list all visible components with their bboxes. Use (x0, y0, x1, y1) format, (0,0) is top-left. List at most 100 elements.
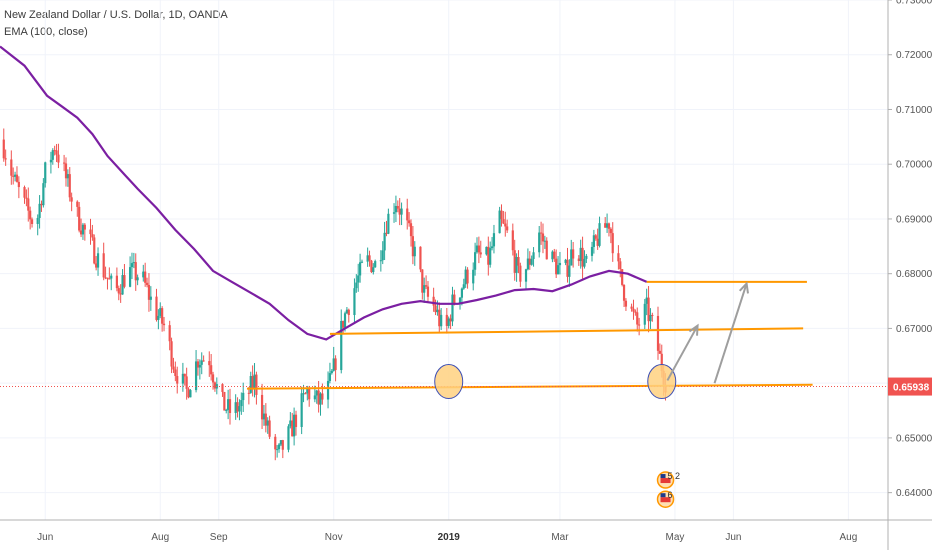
candle-body (319, 393, 322, 405)
time-tick-label: Nov (325, 532, 343, 543)
candle-body (462, 284, 465, 289)
candle-body (502, 219, 505, 224)
candle-body (281, 440, 284, 450)
candle-body (423, 285, 426, 293)
candle-body (387, 213, 390, 234)
candle-body (262, 413, 266, 420)
candle-body (660, 353, 663, 371)
candle-body (343, 313, 347, 328)
candle-body (70, 197, 73, 202)
highlight-circle (434, 364, 464, 400)
candle-body (464, 269, 467, 285)
trend-line (329, 327, 804, 335)
candle-body (372, 267, 375, 273)
candle-body (545, 240, 548, 260)
indicator-label[interactable]: EMA (100, close) (4, 26, 88, 38)
flag-stripe (660, 497, 671, 503)
candle-body (596, 238, 599, 246)
candle-body (306, 388, 309, 394)
candle-body (79, 230, 83, 235)
candle-body (411, 236, 414, 257)
candle-body (583, 258, 586, 267)
price-tick-label: 0.71000 (896, 105, 932, 116)
candle-body (274, 436, 277, 450)
symbol-title[interactable]: New Zealand Dollar / U.S. Dollar, 1D, OA… (4, 9, 228, 21)
candle-body (649, 314, 652, 322)
candle-body (379, 260, 382, 262)
candle-body (368, 255, 371, 261)
candle-body (136, 277, 139, 281)
candle-body (621, 269, 624, 285)
candle-body (115, 275, 118, 289)
candle-body (374, 261, 377, 268)
candles (2, 128, 667, 461)
price-tick-label: 0.65000 (896, 433, 932, 444)
time-tick-label: Aug (151, 532, 169, 543)
candle-body (260, 394, 264, 420)
candle-body (605, 223, 609, 228)
candle-body (49, 159, 53, 163)
candle-body (453, 294, 456, 304)
candle-body (460, 288, 464, 298)
price-tick-label: 0.69000 (896, 214, 932, 225)
candle-body (12, 175, 15, 177)
candle-body (157, 315, 160, 320)
candle-body (172, 366, 175, 370)
candle-body (134, 262, 137, 281)
candle-body (556, 265, 560, 275)
candle-body (630, 306, 633, 309)
candle-body (558, 262, 562, 266)
candle-body (142, 271, 145, 278)
candle-body (539, 232, 543, 234)
candle-body (345, 309, 349, 314)
candle-body (149, 296, 152, 300)
flag-stripe (660, 478, 671, 484)
candle-body (17, 181, 20, 188)
candle-body (104, 277, 107, 279)
candle-body (251, 376, 254, 388)
candle-body (592, 235, 595, 247)
candle-body (398, 208, 401, 215)
candle-body (44, 162, 47, 184)
candle-body (89, 229, 92, 235)
candle-body (394, 205, 398, 213)
event-count: 6 (668, 490, 673, 500)
candle-body (526, 258, 529, 270)
candle-body (538, 232, 541, 253)
candle-body (585, 255, 588, 259)
flag-canton (660, 474, 666, 479)
price-axis[interactable]: 0.73000 0.72000 0.71000 0.70000 0.69000 0.680… (887, 0, 932, 550)
candle-body (492, 233, 496, 247)
candle-body (424, 285, 428, 287)
time-tick-label: Sep (210, 532, 228, 543)
candle-body (622, 284, 626, 301)
candle-body (196, 361, 200, 368)
candle-body (477, 245, 480, 253)
candle-body (249, 376, 252, 393)
price-tick-label: 0.68000 (896, 269, 932, 280)
candle-body (447, 318, 450, 326)
candle-body (517, 257, 520, 266)
candle-body (634, 311, 637, 313)
candle-body (564, 259, 567, 263)
candle-body (255, 374, 258, 395)
candle-body (524, 269, 528, 282)
candle-body (451, 294, 454, 322)
candle-body (355, 282, 358, 289)
candle-body (370, 260, 373, 273)
candle-body (513, 250, 516, 273)
price-tick-label: 0.67000 (896, 324, 932, 335)
candle-body (36, 217, 39, 224)
candle-body (658, 350, 661, 354)
candle-body (624, 300, 628, 307)
time-tick-label: May (666, 532, 685, 543)
candle-body (572, 249, 575, 259)
candle-body (504, 223, 507, 227)
candle-body (183, 373, 186, 377)
time-axis[interactable]: Jun Aug Sep Nov 2019 Mar May Jun Aug (0, 519, 932, 543)
candle-body (434, 305, 437, 313)
candle-body (264, 413, 267, 426)
highlight-circle (647, 364, 677, 400)
candle-body (541, 233, 545, 242)
